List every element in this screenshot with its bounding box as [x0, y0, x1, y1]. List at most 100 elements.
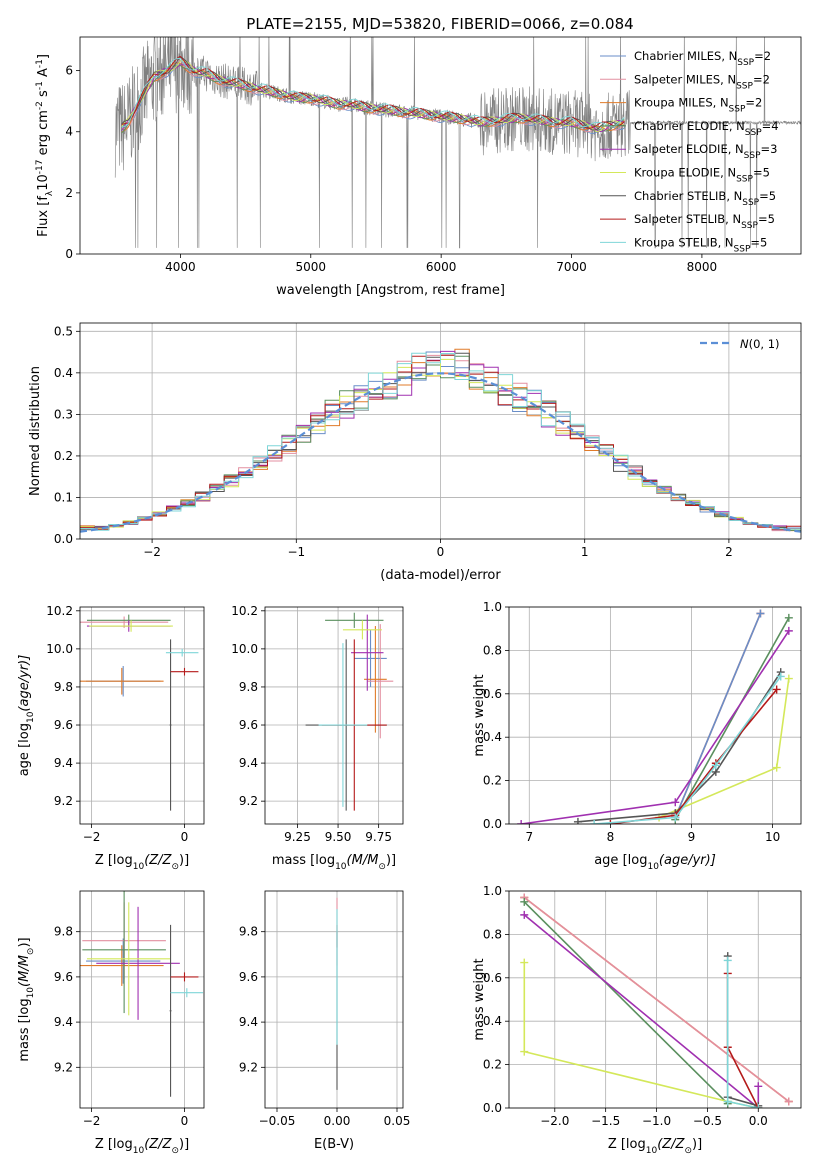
label-part: N	[740, 337, 749, 351]
x-axis-label: Z [log10(Z/Z⊙)]	[95, 1137, 189, 1156]
y-tick-label: 9.6	[54, 718, 73, 732]
label-part: Kroupa MILES, N	[634, 96, 729, 110]
axes-frame: −2 09.29.49.69.8Z [log10(Z/Z⊙)]mass [log1…	[17, 890, 205, 1156]
label-part: =3	[761, 142, 778, 156]
series-marker	[671, 798, 680, 807]
series-line	[674, 613, 762, 818]
grid	[80, 891, 204, 1108]
legend-entry: N(0, 1)	[740, 337, 780, 351]
x-tick-label: −2	[83, 1114, 101, 1128]
label-part: ]	[36, 54, 51, 59]
label-part: Z [log	[608, 1137, 646, 1152]
series-marker	[520, 958, 529, 967]
x-tick-label: 0.0	[749, 1114, 768, 1128]
weight-series	[723, 956, 763, 1108]
histogram-steps	[80, 352, 801, 531]
label-part: SSP	[745, 128, 762, 138]
grid	[80, 607, 204, 824]
series-marker	[772, 763, 781, 772]
x-tick-label: −0.05	[259, 1114, 296, 1128]
label-part: SSP	[729, 105, 746, 115]
y-tick-label: 10.0	[46, 642, 73, 656]
residuals-panel: −2 −1 0 1 2 0.0 0.1 0.2 0.3 0.4 0.5 (data-model)/er…	[28, 322, 802, 583]
age-vs-mass-panel: 9.25 9.50 9.75 9.2 9.4 9.6 9.8 10.0 10.2 mass [lo…	[231, 604, 404, 872]
series-marker	[754, 1082, 763, 1091]
axes-frame: −2.0 −1.5 −1.0 −0.5 0.0 0.0 0.2 0.4 0.6 0.8 1.0 Z […	[472, 884, 802, 1156]
label-part: =2	[753, 72, 770, 86]
label-part: =5	[759, 189, 776, 203]
label-part: Chabrier STELIB, N	[634, 189, 742, 203]
label-part: )]	[179, 853, 189, 868]
y-axis-label: mass weight	[472, 674, 487, 756]
y-tick-label: 0.4	[54, 366, 73, 380]
y-tick-label: 9.8	[54, 680, 73, 694]
mass-vs-metallicity-panel: −2 09.29.49.69.8Z [log10(Z/Z⊙)]mass [log1…	[17, 890, 205, 1156]
legend-entry: Chabrier ELODIE, NSSP=4	[634, 119, 779, 138]
axes-border	[79, 322, 802, 540]
series-marker	[784, 1097, 793, 1106]
series-marker	[772, 685, 781, 694]
y-axis-label: Flux [fλ10-17 erg cm-2 s-1 A-1]	[35, 54, 55, 237]
y-tick-label: 10.0	[231, 642, 258, 656]
y-tick-label: 9.4	[239, 756, 258, 770]
series-marker	[520, 910, 529, 919]
axes-border	[264, 606, 404, 825]
axes-frame: −2 09.29.49.69.810.010.2Z [log10(Z/Z⊙)]ag…	[17, 604, 205, 872]
y-tick-label: 0.4	[483, 1014, 502, 1028]
series-line	[577, 671, 782, 823]
series-marker	[606, 820, 615, 824]
plot-area	[305, 612, 394, 811]
y-tick-label: 0.2	[54, 449, 73, 463]
series-marker	[723, 956, 732, 965]
y-tick-label: 9.2	[54, 1060, 73, 1074]
label-part: Kroupa ELODIE, N	[634, 166, 736, 180]
label-part: 10	[335, 862, 347, 872]
y-tick-label: 0.3	[54, 407, 73, 421]
label-part: Z [log	[95, 853, 133, 868]
label-part: -1	[35, 81, 45, 90]
label-part: 10	[133, 1146, 145, 1156]
label-part: Chabrier ELODIE, N	[634, 119, 745, 133]
errorbar-point	[86, 902, 171, 1016]
x-axis-label: Z [log10(Z/Z⊙)]	[608, 1137, 702, 1156]
y-tick-label: 0.1	[54, 490, 73, 504]
model-spectrum	[121, 58, 625, 128]
label-part: =2	[754, 49, 771, 63]
x-tick-label: −2	[83, 830, 101, 844]
model-spectrum	[121, 60, 625, 133]
x-tick-label: 4000	[165, 260, 196, 274]
legend-entry: Salpeter STELIB, NSSP=5	[634, 212, 775, 231]
label-part: mass [log	[272, 853, 335, 868]
series-marker	[754, 1104, 763, 1108]
series-line	[726, 956, 759, 1107]
label-part: )]	[17, 937, 32, 947]
series-marker	[784, 674, 793, 683]
errorbar-point	[367, 624, 394, 739]
mass-vs-ebv-panel: −0.05 0.00 0.05 9.2 9.4 9.6 9.8 E(B-V)	[239, 890, 410, 1152]
label-part: Chabrier MILES, N	[634, 49, 737, 63]
y-tick-label: 0.0	[483, 1101, 502, 1115]
x-tick-label: 9.25	[284, 830, 311, 844]
label-part: -2	[35, 101, 45, 110]
errorbar-point	[342, 620, 382, 640]
label-part: SSP	[744, 151, 761, 161]
label-part: SSP	[741, 221, 758, 231]
spectrum-panel: 4000 5000 6000 7000 8000 0 2 4 6 wavelength [Angs…	[35, 36, 802, 298]
weight-series	[573, 668, 785, 824]
errorbar-point	[165, 648, 199, 657]
series-line	[674, 617, 790, 821]
label-part: age [log	[594, 853, 647, 868]
y-tick-label: 0.8	[483, 643, 502, 657]
plot-area	[80, 614, 199, 811]
mass-weight-vs-metallicity-panel: −2.0 −1.5 −1.0 −0.5 0.0 0.0 0.2 0.4 0.6 0.8 1.0 Z […	[472, 884, 802, 1156]
x-axis-label: mass [log10(M/M⊙)]	[272, 853, 396, 872]
y-axis-label: mass [log10(M/M⊙)]	[17, 937, 36, 1061]
legend-entry: Kroupa STELIB, NSSP=5	[634, 235, 767, 254]
x-axis-label: (data-model)/error	[380, 568, 501, 583]
x-tick-label: −1.0	[642, 1114, 671, 1128]
label-part: (0, 1)	[749, 337, 780, 351]
y-tick-label: 0.0	[54, 532, 73, 546]
label-part: λ	[45, 190, 55, 196]
